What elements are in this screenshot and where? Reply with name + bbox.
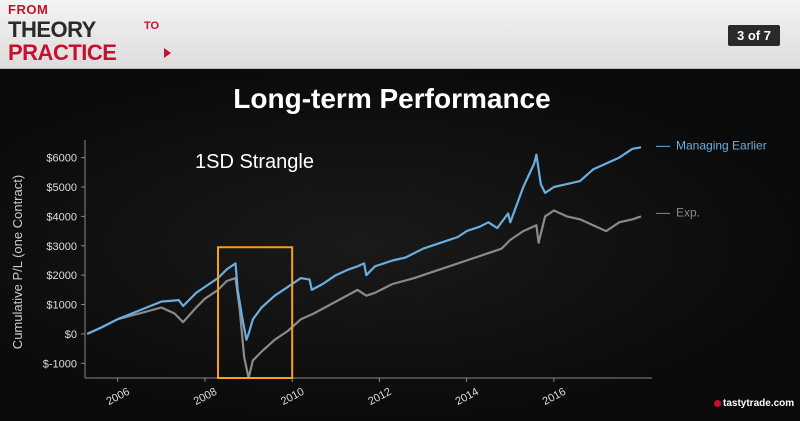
- tastytrade-logo: tastytrade.com: [714, 398, 794, 409]
- axes: $-1000 $0 $1000 $2000 $3000 $4000 $5000 $6000 20…: [43, 140, 652, 408]
- highlight-layer: [217, 246, 294, 379]
- legend-label: Managing Earlier: [676, 138, 767, 152]
- page-indicator: 3 of 7: [728, 25, 780, 46]
- chart-panel: [0, 69, 800, 421]
- x-tick-label: 2008: [192, 386, 219, 408]
- highlight-box: [217, 246, 294, 379]
- x-tick-label: 2014: [453, 386, 480, 408]
- y-tick-label: $-1000: [43, 358, 77, 370]
- y-tick-label: $3000: [46, 241, 77, 253]
- y-tick-label: $0: [65, 329, 77, 341]
- series-managing-earlier-line: [86, 146, 642, 341]
- chart-title: Long-term Performance: [233, 83, 550, 114]
- y-tick-label: $5000: [46, 182, 77, 194]
- y-tick-label: $1000: [46, 300, 77, 312]
- series-layer: [86, 146, 642, 380]
- y-tick-label: $4000: [46, 211, 77, 223]
- play-arrow-icon: [164, 48, 171, 58]
- header-bar: FROM THEORY TO PRACTICE 3 of 7: [0, 0, 800, 69]
- x-tick-label: 2012: [366, 386, 393, 408]
- x-tick-label: 2016: [541, 386, 568, 408]
- theory-to-practice-logo: FROM THEORY TO PRACTICE: [8, 2, 188, 65]
- x-tick-label: 2006: [105, 386, 132, 408]
- y-tick-label: $6000: [46, 153, 77, 165]
- cherry-icon: [714, 399, 721, 407]
- chart-subtitle: 1SD Strangle: [195, 151, 314, 173]
- series-exp-line: [86, 209, 642, 380]
- x-tick-label: 2010: [279, 386, 306, 408]
- legend-label: Exp.: [676, 205, 700, 219]
- legend: Managing Earlier Exp.: [656, 138, 767, 219]
- y-axis-label: Cumulative P/L (one Contract): [10, 175, 25, 349]
- y-tick-label: $2000: [46, 270, 77, 282]
